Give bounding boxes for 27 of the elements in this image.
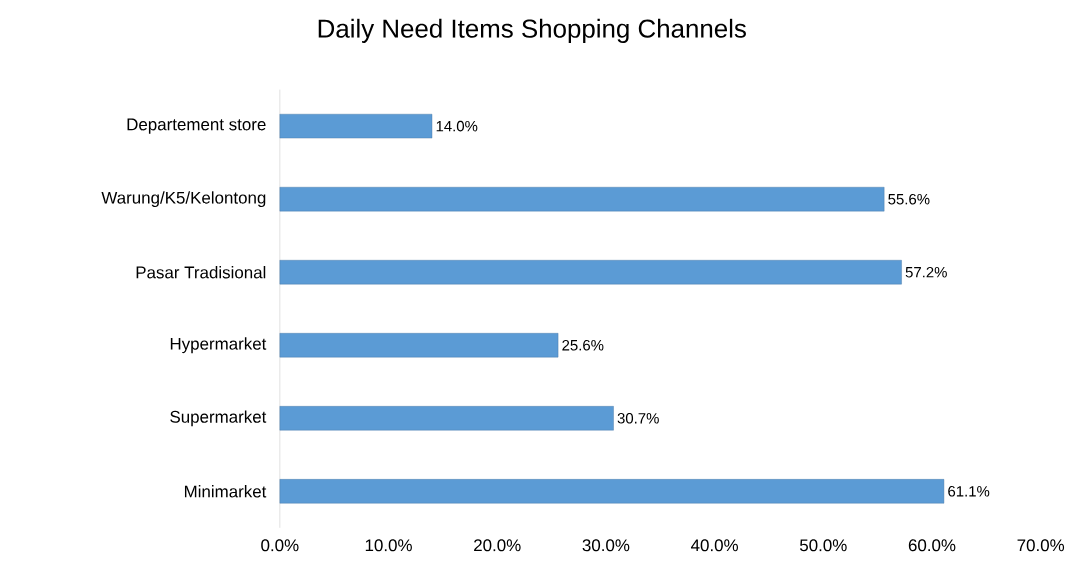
data-label: 25.6%: [562, 340, 604, 351]
x-tick-label: 20.0%: [474, 539, 521, 552]
data-label: 61.1%: [948, 486, 990, 497]
x-tick-label: 60.0%: [908, 539, 956, 552]
data-label: 30.7%: [617, 413, 659, 424]
bar: [279, 333, 559, 358]
y-tick-label: Departement store: [127, 118, 266, 134]
chart-title: Daily Need Items Shopping Channels: [318, 19, 746, 44]
x-tick-label: 0.0%: [261, 539, 299, 552]
x-tick-label: 70.0%: [1017, 539, 1065, 552]
y-tick-label: Minimarket: [184, 485, 267, 498]
y-tick-label: Pasar Tradisional: [136, 266, 266, 279]
bar: [279, 479, 945, 504]
data-label: 57.2%: [905, 267, 947, 278]
y-tick-label: Supermarket: [170, 410, 267, 427]
x-tick-label: 30.0%: [582, 539, 630, 552]
x-tick-label: 40.0%: [691, 539, 738, 552]
bar: [279, 187, 885, 212]
bar: [279, 114, 433, 139]
data-label: 55.6%: [888, 194, 930, 205]
x-tick-label: 10.0%: [365, 539, 412, 552]
bar: [279, 260, 902, 285]
bar: [279, 406, 614, 431]
x-tick-label: 50.0%: [799, 539, 847, 552]
y-tick-label: Hypermarket: [170, 337, 267, 354]
y-tick-label: Warung/K5/Kelontong: [101, 191, 266, 208]
data-label: 14.0%: [436, 121, 478, 132]
